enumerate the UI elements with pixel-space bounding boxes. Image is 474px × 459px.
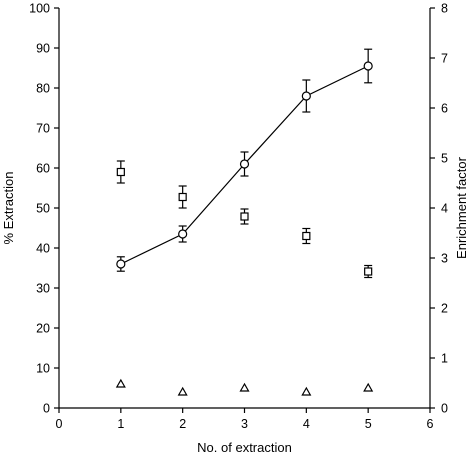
y-right-tick-label: 5 [441,152,448,166]
data-point-triangle [177,386,188,396]
y-left-tick-label: 40 [36,242,50,256]
data-point-square [302,231,311,241]
x-tick-label: 2 [179,417,186,431]
y-left-tick-label: 10 [36,362,50,376]
y-axis-right-title: Enrichment factor [454,156,469,259]
y-right-tick-label: 0 [441,402,448,416]
y-axis-left-title: % Extraction [1,172,16,245]
y-right-tick-label: 8 [441,2,448,16]
series-group [115,48,374,396]
data-point-square [178,192,187,202]
x-tick-label: 4 [303,417,310,431]
y-axis-left: 0 10 20 30 40 50 60 70 80 90 100 [29,2,59,416]
y-left-tick-label: 0 [43,402,50,416]
y-left-tick-label: 30 [36,282,50,296]
y-axis-right: 0 1 2 3 4 5 6 7 8 [430,2,448,416]
data-point-circle [363,61,373,71]
plot-frame [58,8,431,409]
data-point-square [116,167,125,177]
x-tick-label: 3 [241,417,248,431]
x-axis: 0 1 2 3 4 5 6 [56,408,434,431]
series-square [116,160,373,279]
y-left-tick-label: 50 [36,202,50,216]
data-point-circle [178,229,188,239]
y-left-tick-label: 60 [36,162,50,176]
x-tick-label: 6 [427,417,434,431]
y-right-tick-label: 3 [441,252,448,266]
x-tick-label: 5 [365,417,372,431]
y-right-tick-label: 4 [441,202,448,216]
x-axis-title: No. of extraction [197,440,292,455]
data-point-triangle [115,378,126,388]
y-left-tick-label: 100 [29,2,50,16]
y-right-tick-label: 1 [441,352,448,366]
series-triangle [115,378,374,396]
data-point-square [364,267,373,276]
y-left-tick-label: 90 [36,42,50,56]
y-left-tick-label: 20 [36,322,50,336]
y-right-tick-label: 2 [441,302,448,316]
y-right-tick-label: 6 [441,102,448,116]
data-point-circle [301,91,311,101]
y-left-tick-label: 80 [36,82,50,96]
data-point-triangle [239,382,250,392]
x-tick-label: 0 [56,417,63,431]
y-left-tick-label: 70 [36,122,50,136]
x-tick-label: 1 [117,417,124,431]
data-point-circle [239,159,250,169]
data-point-circle [116,259,126,269]
data-point-square [240,212,249,221]
data-point-triangle [363,382,374,392]
y-right-tick-label: 7 [441,52,448,66]
data-point-triangle [301,386,312,396]
series-circle [116,48,373,272]
